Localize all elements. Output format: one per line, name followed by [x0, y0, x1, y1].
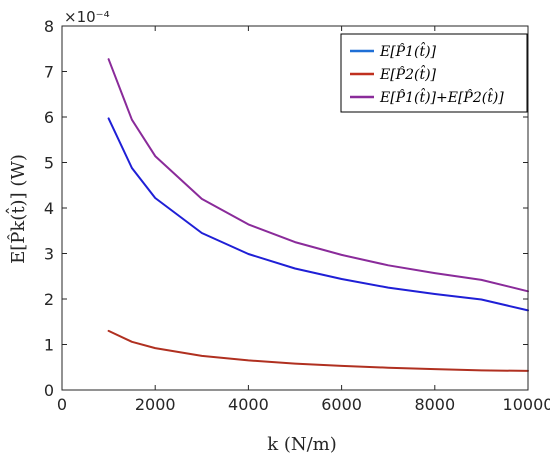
y-tick-label: 0 — [44, 381, 54, 400]
x-tick-label: 4000 — [228, 395, 269, 414]
y-tick-label: 2 — [44, 290, 54, 309]
y-tick-label: 8 — [44, 17, 54, 36]
series-layer — [107, 58, 529, 372]
y-tick-label: 6 — [44, 108, 54, 127]
x-axis-label: k (N/m) — [267, 434, 337, 455]
legend-label-1: E[P̂1(t̂)] — [379, 41, 437, 60]
legend-label-2: E[P̂2(t̂)] — [379, 64, 437, 83]
series-line-1 — [107, 117, 529, 312]
y-multiplier: ×10⁻⁴ — [64, 8, 110, 26]
series-line-3 — [107, 58, 529, 293]
x-tick-label: 10000 — [503, 395, 550, 414]
x-tick-label: 8000 — [414, 395, 455, 414]
x-tick-label: 2000 — [135, 395, 176, 414]
y-tick-label: 7 — [44, 63, 54, 82]
y-tick-label: 3 — [44, 245, 54, 264]
x-tick-label: 6000 — [321, 395, 362, 414]
y-tick-label: 5 — [44, 154, 54, 173]
legend: E[P̂1(t̂)] E[P̂2(t̂)] E[P̂1(t̂)]+E[P̂2(t… — [340, 33, 528, 113]
legend-label-3: E[P̂1(t̂)]+E[P̂2(t̂)] — [379, 87, 504, 106]
series-line-2 — [107, 329, 529, 372]
y-axis-label: E[P̂k(t̂)] (W) — [4, 154, 29, 264]
ticks-layer: 0 2000 4000 6000 8000 10000 0 1 2 3 4 5 6 7 8 — [44, 17, 550, 414]
x-tick-label: 0 — [57, 395, 67, 414]
y-tick-label: 1 — [44, 336, 54, 355]
y-tick-label: 4 — [44, 199, 54, 218]
